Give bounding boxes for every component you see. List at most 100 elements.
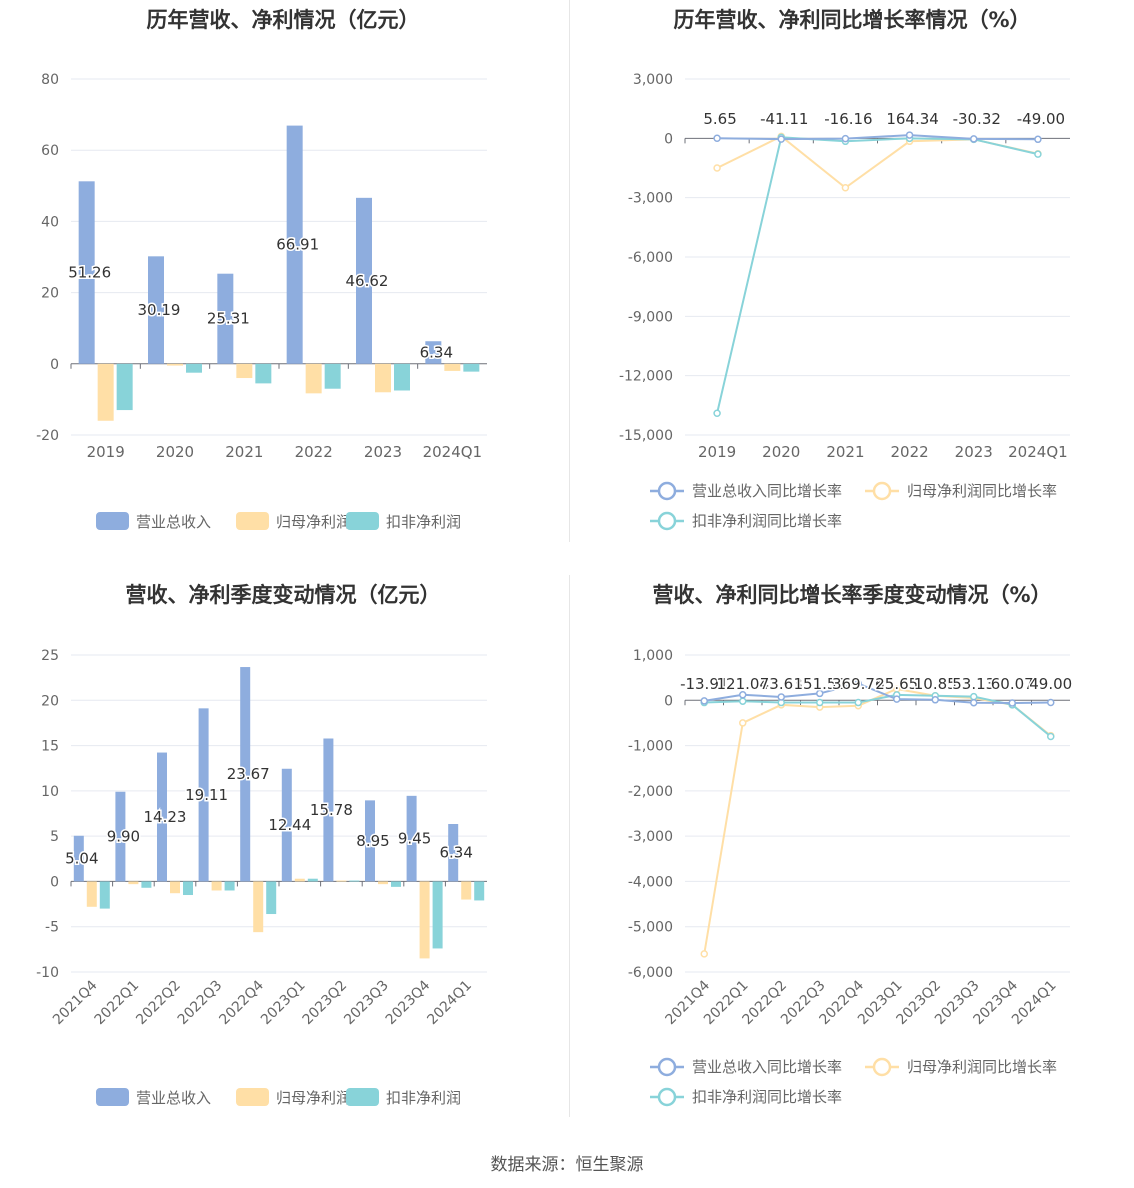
bar-net-profit (378, 881, 388, 885)
annual-amounts-panel: 历年营收、净利情况（亿元） -20 0 20 40 60 80 2019 2020 2021 20… (0, 0, 566, 560)
annual-growth-chart: -15,000 -12,000 -9,000 -6,000 -3,000 0 3,000 20… (619, 72, 1070, 531)
bar-deducted-profit (266, 881, 277, 915)
legend-label: 归母净利润同比增长率 (907, 482, 1057, 500)
bar-revenue (198, 708, 209, 882)
y-tick-label: -2,000 (628, 784, 673, 800)
series-line (716, 135, 1039, 190)
quarterly-growth-chart: -6,000 -5,000 -4,000 -3,000 -2,000 -1,000 0 1,0… (628, 648, 1074, 1107)
bar-net-profit (375, 363, 391, 393)
quarterly-amounts-panel: 营收、净利季度变动情况（亿元） -10 -5 0 5 10 15 20 25 2021Q4 202… (0, 575, 566, 1135)
y-tick-label: -12,000 (619, 369, 673, 385)
legend-swatch (346, 1088, 379, 1106)
bar-deducted-profit (224, 881, 235, 891)
legend-swatch (96, 512, 129, 530)
quarterly-growth-panel: 营收、净利同比增长率季度变动情况（%） -6,000 -5,000 -4,000 -3… (570, 575, 1134, 1135)
bar-deducted-profit (307, 878, 318, 882)
vertical-divider-top (569, 0, 570, 542)
data-source: 数据来源：恒生聚源 (490, 1155, 644, 1175)
x-tick-label: 2023Q2 (300, 978, 351, 1029)
legend-label: 归母净利润 (276, 513, 351, 531)
legend-label: 营业总收入同比增长率 (692, 1058, 842, 1076)
x-tick-label: 2024Q1 (423, 443, 483, 461)
x-tick-label: 2023 (955, 443, 993, 461)
data-point (841, 184, 850, 192)
bar-revenue (281, 768, 292, 882)
chart-title: 历年营收、净利同比增长率情况（%） (673, 8, 1031, 32)
bar-net-profit (336, 880, 347, 882)
y-tick-label: -10 (36, 965, 59, 981)
chart-title: 历年营收、净利情况（亿元） (146, 8, 420, 32)
y-tick-label: 20 (41, 693, 59, 709)
bar-net-profit (128, 881, 139, 885)
x-tick-label: 2021Q4 (50, 977, 101, 1028)
bar-net-profit (170, 881, 180, 894)
data-point (739, 719, 747, 727)
data-label: 151.52 (794, 675, 847, 693)
bar-revenue (356, 197, 372, 364)
data-label: 49.00 (1029, 675, 1072, 693)
bar-revenue (148, 256, 164, 364)
data-label: 6.34 (420, 344, 453, 362)
bar-revenue (365, 800, 375, 882)
legend-label: 扣非净利润同比增长率 (692, 512, 842, 530)
series-line (704, 693, 1052, 738)
data-label: 30.19 (138, 301, 181, 319)
bar-revenue (157, 752, 167, 882)
bar-revenue (78, 181, 95, 364)
x-tick-label: 2022Q4 (216, 977, 267, 1028)
x-tick-label: 2019 (698, 443, 736, 461)
bar-revenue (448, 824, 459, 882)
bar-revenue (406, 795, 417, 882)
x-tick-label: 2023Q1 (258, 978, 309, 1029)
bar-revenue (286, 125, 303, 364)
legend-swatch-marker (872, 481, 892, 501)
x-tick-label: 2023Q3 (341, 978, 392, 1029)
x-tick-label: 2022Q2 (133, 978, 184, 1029)
legend-label: 营业总收入 (136, 513, 211, 531)
bar-net-profit (419, 881, 430, 959)
bar-net-profit (211, 881, 222, 891)
bar-net-profit (253, 881, 264, 933)
x-tick-label: 2021 (225, 443, 263, 461)
data-label: 5.04 (65, 850, 98, 868)
y-tick-label: 0 (664, 693, 673, 709)
data-point (1008, 699, 1016, 707)
bar-net-profit (236, 363, 253, 379)
bar-deducted-profit (116, 363, 133, 411)
legend-swatch (236, 512, 269, 530)
data-label: 46.62 (346, 272, 389, 290)
bar-revenue (240, 667, 251, 882)
bar-deducted-profit (349, 880, 360, 882)
legend-swatch (346, 512, 379, 530)
x-tick-label: 2023Q4 (383, 977, 434, 1028)
legend-label: 扣非净利润 (386, 1089, 461, 1107)
data-label: 5.65 (703, 110, 736, 128)
x-tick-label: 2020 (762, 443, 800, 461)
y-tick-label: -20 (36, 428, 59, 444)
series-line (703, 687, 1052, 955)
x-tick-label: 2019 (87, 443, 125, 461)
data-point (713, 409, 721, 417)
y-tick-label: 60 (41, 143, 59, 159)
y-tick-label: -9,000 (628, 309, 673, 325)
y-tick-label: 15 (41, 739, 59, 755)
y-tick-label: 10 (41, 784, 59, 800)
legend-label: 归母净利润同比增长率 (907, 1058, 1057, 1076)
data-point (713, 134, 721, 142)
data-label: 369.76 (832, 675, 885, 693)
data-point (777, 693, 785, 701)
data-point (931, 696, 939, 704)
data-point (970, 135, 978, 143)
x-tick-label: 2022 (295, 443, 333, 461)
data-point (739, 691, 747, 699)
y-tick-label: 1,000 (633, 648, 673, 664)
data-point (970, 692, 978, 701)
bar-net-profit (305, 363, 322, 394)
data-point (854, 698, 862, 707)
y-tick-label: -3,000 (628, 829, 673, 845)
data-label: -49.00 (1017, 110, 1065, 128)
data-label: 23.67 (227, 765, 270, 783)
x-tick-label: 2024Q1 (424, 978, 475, 1029)
legend-label: 扣非净利润同比增长率 (692, 1088, 842, 1106)
quarterly-amounts-chart: -10-505101520252021Q42022Q12022Q22022Q32… (36, 648, 487, 1107)
